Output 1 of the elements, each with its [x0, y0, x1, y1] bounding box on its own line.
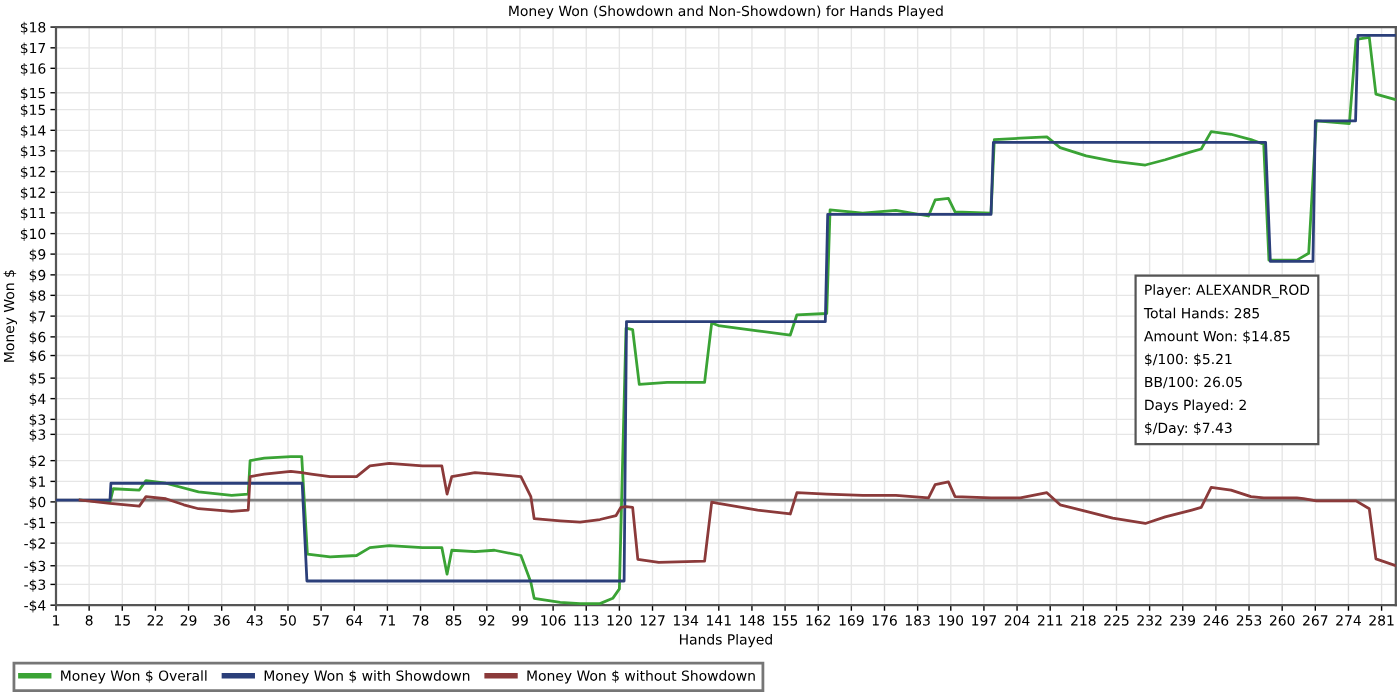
- line-series: [78, 461, 1396, 567]
